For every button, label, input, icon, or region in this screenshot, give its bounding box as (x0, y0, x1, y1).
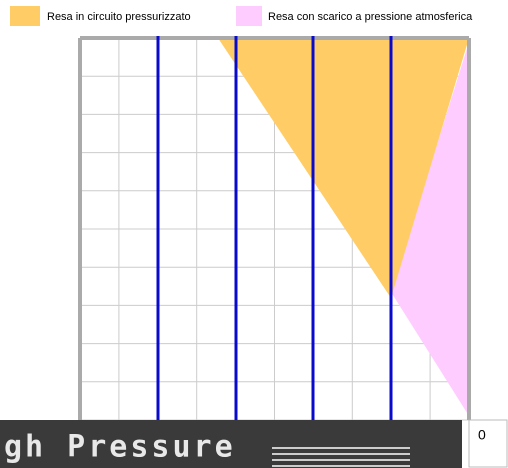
banner-text: gh Pressure (4, 430, 236, 465)
legend-swatch (236, 6, 262, 26)
corner-value: 0 (478, 427, 486, 443)
value-cell (469, 420, 507, 467)
screenshot: Resa in circuito pressurizzato Resa con … (0, 0, 508, 468)
legend-swatch (10, 6, 40, 26)
legend-label: Resa con scarico a pressione atmosferica (268, 11, 473, 23)
chart: Resa in circuito pressurizzato Resa con … (0, 0, 508, 468)
legend-label: Resa in circuito pressurizzato (47, 11, 191, 23)
